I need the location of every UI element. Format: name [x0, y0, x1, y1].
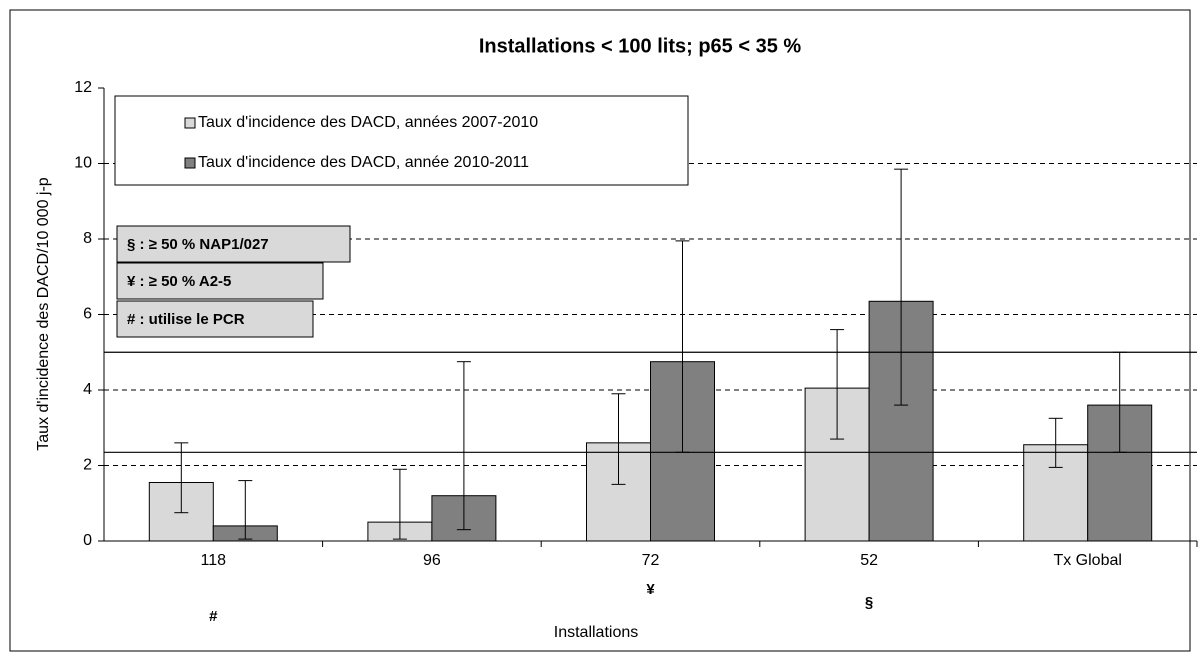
category-mark: § [865, 594, 873, 611]
category-mark: # [209, 608, 218, 625]
legend-swatch [184, 157, 196, 169]
y-axis-label: Taux d'incidence des DACD/10 000 j-p [35, 177, 52, 451]
x-tick-label: 52 [860, 552, 878, 569]
x-tick-label: 118 [201, 552, 227, 569]
y-tick-label: 12 [74, 79, 92, 96]
note-box [116, 262, 324, 300]
y-tick-label: 6 [83, 306, 92, 323]
note-box [116, 300, 314, 338]
y-tick-label: 2 [83, 457, 92, 474]
legend-label: Taux d'incidence des DACD, années 2007-2… [198, 114, 538, 131]
x-tick-label: 72 [642, 552, 660, 569]
legend-label: Taux d'incidence des DACD, année 2010-20… [198, 154, 529, 171]
legend-box [114, 95, 689, 186]
note-text: ¥ : ≥ 50 % A2-5 [127, 273, 231, 290]
chart-title: Installations < 100 lits; p65 < 35 % [479, 35, 802, 57]
note-text: § : ≥ 50 % NAP1/027 [127, 236, 269, 253]
y-tick-label: 4 [83, 381, 92, 398]
note-text: # : utilise le PCR [127, 311, 245, 328]
note-box [116, 225, 351, 263]
x-tick-label: 96 [423, 552, 441, 569]
legend-swatch [184, 117, 196, 129]
category-mark: ¥ [646, 581, 655, 598]
y-tick-label: 0 [83, 532, 92, 549]
y-tick-label: 10 [74, 155, 92, 172]
y-tick-label: 8 [83, 230, 92, 247]
x-axis-label: Installations [554, 624, 639, 641]
x-tick-label: Tx Global [1053, 552, 1121, 569]
